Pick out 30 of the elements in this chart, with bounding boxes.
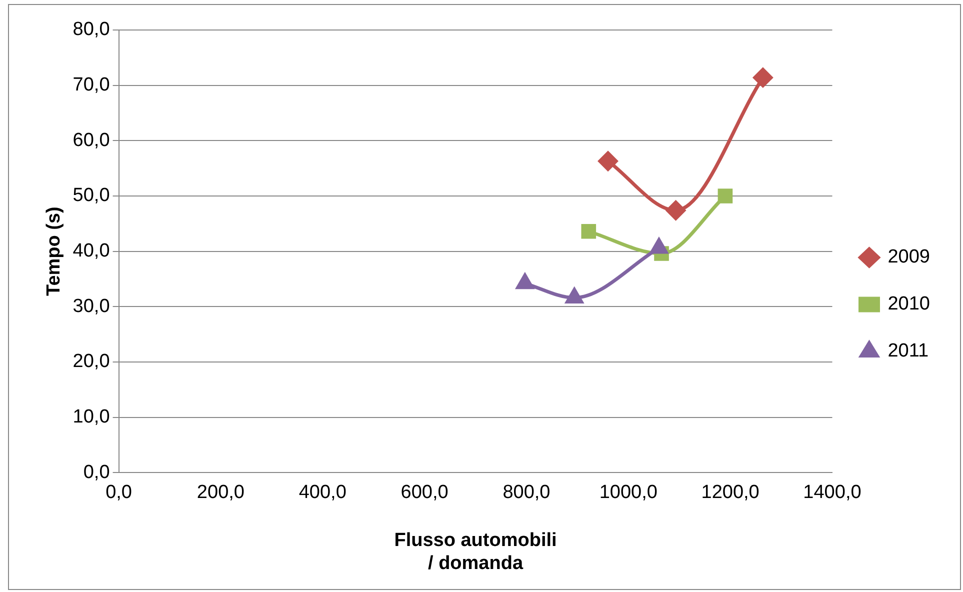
x-tick-label: 1200,0 — [701, 482, 760, 504]
legend-label: 2010 — [888, 294, 930, 315]
y-tick-label: 20,0 — [72, 351, 110, 372]
point — [581, 224, 596, 239]
x-tick-label: 1000,0 — [599, 482, 658, 504]
y-tick-label: 40,0 — [72, 240, 110, 262]
y-tick-label: 30,0 — [72, 296, 110, 317]
y-tick-label: 70,0 — [72, 74, 110, 96]
point — [718, 188, 733, 204]
x-axis-title: Flusso automobili / domanda — [394, 530, 557, 574]
point — [566, 288, 584, 304]
point — [516, 274, 534, 290]
x-tick-label: 0,0 — [106, 482, 132, 504]
y-tick-label: 0,0 — [83, 462, 110, 483]
y-tick-label: 10,0 — [72, 406, 110, 428]
point — [666, 200, 686, 220]
point — [650, 238, 668, 254]
x-tick-label: 400,0 — [298, 482, 346, 504]
y-axis-title: Tempo (s) — [44, 206, 65, 296]
y-tick-label: 60,0 — [72, 130, 110, 151]
y-tick-label: 50,0 — [72, 185, 110, 206]
x-tick-label: 200,0 — [196, 482, 244, 504]
y-tick-label: 80,0 — [72, 19, 110, 40]
x-tick-label: 800,0 — [502, 482, 550, 504]
point — [598, 151, 618, 171]
x-tick-label: 600,0 — [400, 482, 448, 504]
legend-label: 2009 — [888, 246, 930, 268]
point — [753, 68, 773, 88]
x-tick-label: 1400,0 — [803, 482, 862, 504]
legend-label: 2011 — [888, 340, 929, 362]
